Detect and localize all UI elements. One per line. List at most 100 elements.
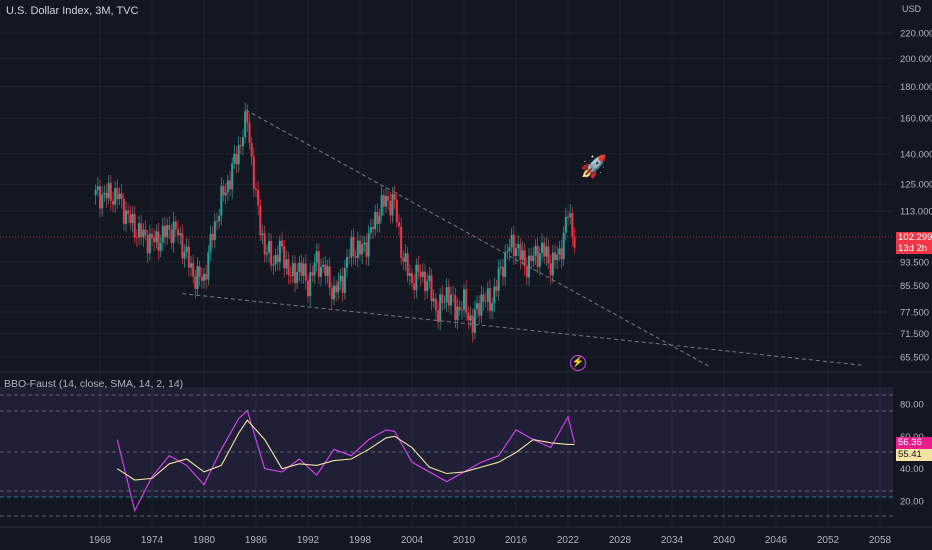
candle-body <box>391 194 394 216</box>
candle-body <box>467 312 470 321</box>
candle-body <box>183 252 186 259</box>
candle-body <box>211 233 214 241</box>
candle-body <box>276 254 279 263</box>
candle-body <box>274 254 277 265</box>
candle-body <box>131 213 134 223</box>
candle-body <box>146 235 149 254</box>
time-tick-label: 1998 <box>349 535 372 546</box>
candle-body <box>320 266 322 277</box>
time-tick-label: 1980 <box>193 535 216 546</box>
candle-body <box>515 248 517 256</box>
candle-body <box>196 266 199 290</box>
countdown-value: 13d 2h <box>898 242 928 254</box>
candle-body <box>519 244 522 260</box>
time-tick-label: 2046 <box>765 535 788 546</box>
candle-body <box>374 212 377 230</box>
candle-body <box>231 163 234 190</box>
candle-body <box>510 234 513 248</box>
candle-body <box>127 210 130 215</box>
price-tick-label: 180.000 <box>900 82 932 93</box>
candle-body <box>428 275 431 282</box>
candle-body <box>263 233 266 255</box>
candle-body <box>328 266 331 288</box>
oscillator-band <box>0 387 893 497</box>
candle-body <box>437 310 439 322</box>
candle-body <box>133 213 136 238</box>
candle-body <box>424 271 426 291</box>
candle-body <box>554 252 556 260</box>
trendlines <box>182 109 863 368</box>
candle-body <box>222 185 225 196</box>
candle-body <box>543 242 546 257</box>
signal-line <box>117 419 575 481</box>
candle-body <box>285 259 288 269</box>
time-tick-label: 1986 <box>245 535 268 546</box>
candle-body <box>242 137 244 147</box>
candle-body <box>205 273 208 280</box>
candle-body <box>426 281 429 291</box>
candle-body <box>380 195 383 216</box>
candle-body <box>190 263 192 268</box>
candle-body <box>363 242 366 245</box>
candle-body <box>140 223 143 238</box>
price-tick-label: 77.500 <box>900 308 929 319</box>
candle-body <box>294 263 296 284</box>
time-tick-label: 2022 <box>557 535 580 546</box>
candle-body <box>168 225 171 230</box>
indicator-title: BBO-Faust (14, close, SMA, 14, 2, 14) <box>4 378 184 390</box>
candle-body <box>385 196 387 207</box>
candle-body <box>300 262 303 276</box>
candle-body <box>161 225 164 243</box>
lightning-icon[interactable]: ⚡ <box>570 355 586 371</box>
candle-body <box>450 294 452 306</box>
candle-body <box>333 285 335 300</box>
candle-body <box>517 244 520 249</box>
candle-body <box>118 193 121 200</box>
candle-body <box>198 266 201 277</box>
candle-body <box>289 275 292 277</box>
currency-label: USD <box>902 4 922 14</box>
candle-body <box>536 246 539 267</box>
candle-body <box>348 257 351 258</box>
candle-body <box>473 309 476 333</box>
time-tick-label: 2010 <box>453 535 476 546</box>
signal-value-tag: 55.41 <box>896 449 932 461</box>
candle-body <box>244 111 247 138</box>
candle-body <box>94 189 97 196</box>
candle-body <box>109 182 112 201</box>
candle-body <box>248 122 251 143</box>
candle-body <box>220 185 223 216</box>
time-tick-label: 2016 <box>505 535 528 546</box>
candle-body <box>270 241 273 266</box>
candle-body <box>107 182 110 199</box>
candle-body <box>465 289 468 313</box>
candle-body <box>174 221 177 230</box>
candle-body <box>382 195 385 207</box>
candle-body <box>547 246 550 264</box>
candle-body <box>421 271 424 278</box>
candle-body <box>302 263 305 276</box>
candle-body <box>463 289 465 310</box>
candle-body <box>207 252 210 280</box>
candle-body <box>471 315 474 333</box>
candle-body <box>525 266 528 278</box>
candle-body <box>567 216 569 218</box>
candle-body <box>153 237 156 243</box>
candle-body <box>504 252 507 277</box>
candle-body <box>443 302 446 304</box>
candle-body <box>291 263 294 277</box>
candle-body <box>480 294 483 316</box>
candle-body <box>298 262 301 272</box>
candle-body <box>96 186 99 190</box>
candle-body <box>101 194 104 209</box>
price-tick-label: 140.000 <box>900 149 932 160</box>
candle-body <box>105 192 108 199</box>
candle-body <box>235 153 238 165</box>
candle-body <box>569 213 572 218</box>
candle-body <box>313 262 316 276</box>
candle-body <box>164 225 166 238</box>
candle-body <box>172 221 175 244</box>
candle-body <box>246 111 249 123</box>
candle-body <box>458 306 461 311</box>
